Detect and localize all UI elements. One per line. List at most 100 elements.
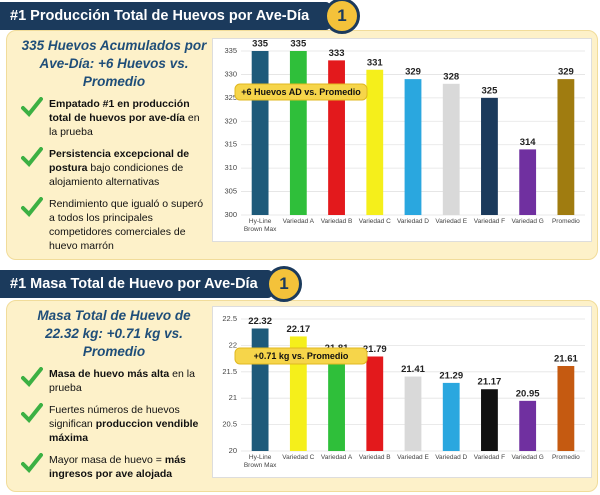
y-tick-label: 325 [224,93,237,102]
bar [557,79,575,215]
x-label-box: Variedad B [320,218,353,225]
x-label-box: Hy-Line Brown Max [244,218,277,233]
x-label-box: Variedad E [435,218,468,225]
bullet: Empatado #1 en producción total de huevo… [19,97,209,139]
x-label-box: Variedad A [282,218,314,225]
bar [289,336,307,451]
y-tick-label: 335 [224,46,237,55]
bar [557,365,575,451]
x-tick-label: Variedad B [320,218,353,225]
x-label-box: Promedio [551,454,580,461]
y-tick-label: 22.5 [222,314,237,323]
x-label-box: Variedad C [358,218,391,225]
check-icon [21,147,43,167]
x-label-box: Variedad F [473,454,506,461]
annotation: +6 Huevos AD vs. Promedio [241,87,361,97]
bullet-text: Persistencia excepcional de postura [49,148,190,174]
bullet-text: produccion vendible máxima [49,418,199,444]
value-label: 21.17 [478,377,502,388]
x-label-box: Variedad B [358,454,391,461]
x-tick-label: Variedad E [397,454,429,461]
bullet: Masa de huevo más alta en la prueba [19,367,209,395]
text-column: Masa Total de Huevo de 22.32 kg: +0.71 k… [19,307,209,489]
bar [289,51,307,215]
x-label-box: Variedad D [396,218,429,225]
bar [481,97,498,215]
y-tick-label: 305 [224,187,237,196]
value-label: 329 [405,67,421,78]
value-label: 325 [482,85,499,96]
bullet: Mayor masa de huevo = más ingresos por a… [19,453,209,481]
bullet: Fuertes números de huevos significan pro… [19,403,209,445]
x-tick-label: Variedad F [473,454,506,461]
x-label-box: Variedad G [511,218,544,225]
x-tick-label: Variedad C [358,218,391,225]
value-label: 21.41 [401,364,425,375]
y-tick-label: 320 [224,116,237,125]
y-tick-label: 315 [224,140,237,149]
rank-badge: 1 [324,0,360,34]
value-label: 333 [329,48,345,59]
value-label: 335 [252,39,269,50]
annotation-box [234,347,368,365]
value-label: 22.17 [286,324,310,335]
x-label-box: Variedad D [435,454,468,461]
y-tick-label: 21 [229,393,237,402]
bar [366,69,384,215]
y-tick-label: 20 [229,446,237,455]
annotation: +0.71 kg vs. Promedio [254,351,349,361]
x-tick-label: Variedad A [320,454,353,461]
value-label: 21.79 [363,344,387,355]
x-tick-label: Variedad D [435,454,468,461]
y-tick-label: 20.5 [222,420,237,429]
bullet-text: en la prueba [49,112,200,138]
annotation-box [234,83,368,101]
value-label: 20.95 [516,388,540,399]
panel-title: #1 Producción Total de Huevos por Ave-Dí… [0,2,330,30]
y-tick-label: 21.5 [222,367,237,376]
bar [404,79,422,215]
rank-badge: 1 [266,266,302,302]
check-icon [21,197,43,217]
x-tick-label: Variedad E [435,218,468,225]
x-tick-label: Promedio [551,454,580,461]
bar [251,51,269,215]
check-icon [21,403,43,423]
x-label-box: Promedio [551,218,580,225]
x-tick-label: Variedad A [282,218,314,225]
value-label: 335 [290,39,307,50]
chart: 300 305 310 315 320 325 330 335 335 Hy-Line Brown… [224,39,585,233]
check-icon [21,97,43,117]
x-label-box: Variedad E [397,454,429,461]
bullet-text: bajo condiciones de alojamiento alternat… [49,162,184,188]
bar [404,376,422,451]
value-label: 21.61 [554,354,578,365]
x-label-box: Variedad A [320,454,353,461]
bullet: Persistencia excepcional de postura bajo… [19,147,209,189]
bullet-text: Empatado #1 en producción total de huevo… [49,98,190,124]
bar [328,355,345,451]
value-label: 21.29 [439,370,463,381]
bullet-text: Masa de huevo más alta [49,368,170,380]
x-tick-label: Variedad G [511,454,544,461]
bullet-text: Mayor masa de huevo = [49,454,165,466]
bar [442,83,460,215]
value-label: 331 [367,57,384,68]
x-label-box: Variedad G [511,454,544,461]
x-tick-label: Variedad B [358,454,391,461]
value-label: 328 [443,71,459,82]
value-label: 329 [558,67,574,78]
x-tick-label: Promedio [551,218,580,225]
panel-title: #1 Masa Total de Huevo por Ave-Día [0,270,272,298]
bullet-text: más ingresos por ave alojada [49,454,186,480]
x-tick-label: Variedad G [511,218,544,225]
chart-box: 300 305 310 315 320 325 330 335 335 Hy-Line Brown… [212,38,592,242]
bar [481,389,498,451]
y-tick-label: 300 [224,210,237,219]
text-column: 335 Huevos Acumulados por Ave-Día: +6 Hu… [19,37,209,261]
x-label-box: Variedad C [282,454,314,461]
y-tick-label: 310 [224,163,237,172]
x-tick-label: Variedad D [396,218,429,225]
headline: 335 Huevos Acumulados por Ave-Día: +6 Hu… [21,38,207,89]
